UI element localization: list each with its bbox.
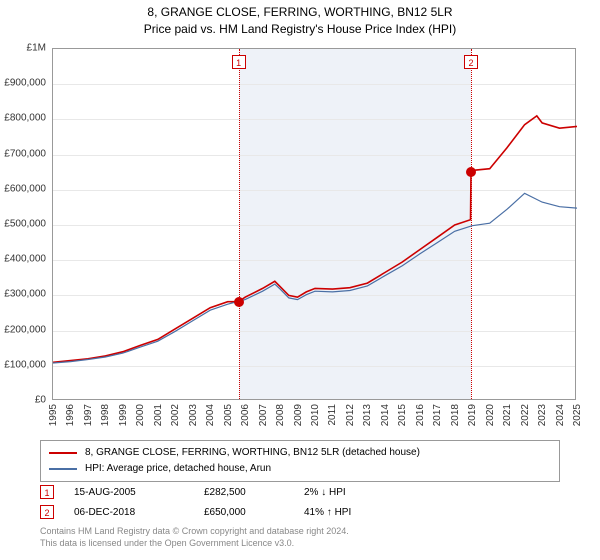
- sale-pct-1: 2% ↓ HPI: [304, 487, 384, 498]
- x-tick-label: 2025: [572, 404, 583, 426]
- sale-price-1: £282,500: [204, 487, 284, 498]
- x-tick-label: 1998: [100, 404, 111, 426]
- x-tick-label: 2001: [153, 404, 164, 426]
- y-tick-label: £200,000: [0, 324, 46, 335]
- y-tick-label: £400,000: [0, 254, 46, 265]
- y-tick-label: £100,000: [0, 359, 46, 370]
- x-tick-label: 2016: [415, 404, 426, 426]
- x-tick-label: 2013: [362, 404, 373, 426]
- plot-rect: 12: [52, 48, 576, 400]
- legend: 8, GRANGE CLOSE, FERRING, WORTHING, BN12…: [40, 440, 560, 482]
- sale-row-2: 2 06-DEC-2018 £650,000 41% ↑ HPI: [40, 502, 560, 522]
- title-line-2: Price paid vs. HM Land Registry's House …: [0, 21, 600, 38]
- sales-table: 1 15-AUG-2005 £282,500 2% ↓ HPI 2 06-DEC…: [40, 482, 560, 522]
- x-tick-label: 1995: [48, 404, 59, 426]
- chart-title-block: 8, GRANGE CLOSE, FERRING, WORTHING, BN12…: [0, 0, 600, 38]
- x-tick-label: 2015: [397, 404, 408, 426]
- x-tick-label: 1999: [118, 404, 129, 426]
- x-tick-label: 2011: [327, 404, 338, 426]
- y-tick-label: £900,000: [0, 78, 46, 89]
- x-tick-label: 2002: [170, 404, 181, 426]
- x-tick-label: 1997: [83, 404, 94, 426]
- x-tick-label: 2006: [240, 404, 251, 426]
- legend-item-hpi: HPI: Average price, detached house, Arun: [49, 461, 551, 477]
- x-tick-label: 2009: [293, 404, 304, 426]
- sale-date-2: 06-DEC-2018: [74, 507, 184, 518]
- x-tick-label: 2020: [485, 404, 496, 426]
- sale-pct-2: 41% ↑ HPI: [304, 507, 384, 518]
- sale-marker-dot: [466, 167, 476, 177]
- series-price_paid: [53, 116, 577, 362]
- legend-swatch-hpi: [49, 468, 77, 470]
- y-tick-label: £500,000: [0, 219, 46, 230]
- sale-price-2: £650,000: [204, 507, 284, 518]
- series-lines: [53, 49, 577, 401]
- x-tick-label: 2000: [135, 404, 146, 426]
- sale-date-1: 15-AUG-2005: [74, 487, 184, 498]
- x-tick-label: 2019: [467, 404, 478, 426]
- sale-marker-1: 1: [40, 485, 54, 499]
- x-tick-label: 2017: [432, 404, 443, 426]
- y-tick-label: £0: [0, 395, 46, 406]
- x-tick-label: 2005: [223, 404, 234, 426]
- x-tick-label: 2024: [555, 404, 566, 426]
- x-tick-label: 2022: [520, 404, 531, 426]
- y-tick-label: £1M: [0, 43, 46, 54]
- series-hpi: [53, 193, 577, 363]
- sale-row-1: 1 15-AUG-2005 £282,500 2% ↓ HPI: [40, 482, 560, 502]
- sale-marker-dot: [234, 297, 244, 307]
- x-tick-label: 2007: [258, 404, 269, 426]
- y-tick-label: £700,000: [0, 148, 46, 159]
- x-tick-label: 2023: [537, 404, 548, 426]
- x-tick-label: 2004: [205, 404, 216, 426]
- x-tick-label: 2003: [188, 404, 199, 426]
- x-tick-label: 2021: [502, 404, 513, 426]
- x-tick-label: 2010: [310, 404, 321, 426]
- y-tick-label: £300,000: [0, 289, 46, 300]
- legend-swatch-price: [49, 452, 77, 454]
- legend-item-price: 8, GRANGE CLOSE, FERRING, WORTHING, BN12…: [49, 445, 551, 461]
- x-tick-label: 1996: [65, 404, 76, 426]
- x-tick-label: 2012: [345, 404, 356, 426]
- sale-marker-2: 2: [40, 505, 54, 519]
- x-tick-label: 2018: [450, 404, 461, 426]
- footer-line-1: Contains HM Land Registry data © Crown c…: [40, 526, 560, 538]
- x-tick-label: 2014: [380, 404, 391, 426]
- x-tick-label: 2008: [275, 404, 286, 426]
- y-tick-label: £800,000: [0, 113, 46, 124]
- legend-label-hpi: HPI: Average price, detached house, Arun: [85, 461, 271, 477]
- y-tick-label: £600,000: [0, 183, 46, 194]
- legend-label-price: 8, GRANGE CLOSE, FERRING, WORTHING, BN12…: [85, 445, 420, 461]
- footer-line-2: This data is licensed under the Open Gov…: [40, 538, 560, 550]
- footer: Contains HM Land Registry data © Crown c…: [40, 526, 560, 549]
- title-line-1: 8, GRANGE CLOSE, FERRING, WORTHING, BN12…: [0, 4, 600, 21]
- chart-area: 12 £0£100,000£200,000£300,000£400,000£50…: [52, 48, 576, 400]
